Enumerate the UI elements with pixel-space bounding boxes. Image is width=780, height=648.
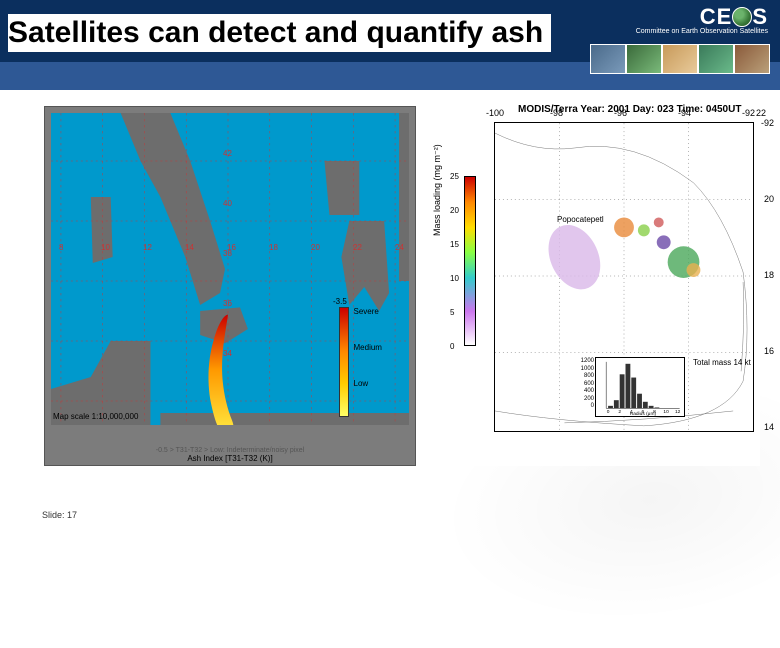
lat-tick: 20 (764, 194, 774, 204)
lat-label: 38 (223, 249, 232, 258)
lat-label: 34 (223, 349, 232, 358)
thumb-strip (590, 44, 770, 74)
top-right-extra-tick: 22 (756, 108, 766, 118)
logo-text: CE S (636, 6, 768, 28)
hist-mass-label: Total mass 14 kt (693, 358, 751, 367)
slide-number: Slide: 17 (42, 510, 77, 520)
land-sardinia (91, 197, 113, 263)
mass-loading-chart: MODIS/Terra Year: 2001 Day: 023 Time: 04… (426, 106, 760, 466)
lon-label: 24 (395, 243, 404, 252)
svg-text:0: 0 (607, 409, 610, 415)
map-scale-text: Map scale 1:10,000,000 (53, 412, 138, 421)
land-albania-north (324, 161, 359, 215)
lon-label: 8 (59, 243, 63, 252)
lon-label: 12 (143, 243, 152, 252)
colorbar-tick: 10 (450, 274, 459, 283)
header-thumb (590, 44, 626, 74)
figure-row: 810121416182022243436384042 -3.5 SevereM… (44, 106, 760, 466)
header-thumb (626, 44, 662, 74)
lat-label: 42 (223, 149, 232, 158)
lon-label: 18 (269, 243, 278, 252)
lon-label: 20 (311, 243, 320, 252)
lon-label: 10 (101, 243, 110, 252)
ash-index-map: 810121416182022243436384042 -3.5 SevereM… (44, 106, 416, 466)
lat-label: 36 (223, 299, 232, 308)
lon-tick: -100 (486, 108, 504, 118)
svg-text:12: 12 (675, 409, 681, 415)
lon-tick: -92 (742, 108, 755, 118)
lat-tick: 16 (764, 346, 774, 356)
logo-pre: CE (700, 4, 733, 29)
ash-colorbar (339, 307, 349, 417)
lon-tick: -96 (614, 108, 627, 118)
colorbar-tick: 5 (450, 308, 454, 317)
header-thumb (698, 44, 734, 74)
y-axis-label: Mass loading (mg m⁻²) (432, 144, 443, 236)
ash-legend: -3.5 SevereMediumLow (339, 307, 409, 419)
logo-subtitle: Committee on Earth Observation Satellite… (636, 28, 768, 35)
lon-label: 22 (353, 243, 362, 252)
lat-tick: 18 (764, 270, 774, 280)
legend-level: Medium (354, 343, 382, 379)
lon-tick: -98 (550, 108, 563, 118)
histogram-inset: 024681012 Radius (μm) 120010008006004002… (595, 357, 685, 417)
globe-icon (732, 7, 752, 27)
lat-tick: -92 (761, 118, 774, 128)
colorbar-tick: 20 (450, 206, 459, 215)
plot-box: 024681012 Radius (μm) 120010008006004002… (494, 122, 754, 432)
land-turkey-edge (399, 113, 409, 281)
legend-top-value: -3.5 (333, 297, 347, 306)
map-footer: -0.5 > T31-T32 > Low: Indeterminate/nois… (51, 447, 409, 463)
svg-text:10: 10 (663, 409, 669, 415)
logo-post: S (752, 4, 768, 29)
volcano-label: Popocatepetl (557, 215, 604, 224)
lon-tick: -94 (678, 108, 691, 118)
legend-level: Severe (354, 307, 382, 343)
header-thumb (734, 44, 770, 74)
ash-colorbar-labels: SevereMediumLow (354, 307, 382, 415)
ash-low-note: -0.5 > T31-T32 > Low: Indeterminate/nois… (51, 447, 409, 454)
land-italy-mainland (121, 113, 225, 305)
lat-label: 40 (223, 199, 232, 208)
lon-label: 14 (185, 243, 194, 252)
colorbar-tick: 0 (450, 342, 454, 351)
ash-plume-cloud (539, 217, 611, 298)
land-sicily (200, 307, 248, 343)
colorbar-tick: 15 (450, 240, 459, 249)
histogram-svg: 024681012 Radius (μm) (596, 358, 684, 416)
lat-tick: 14 (764, 422, 774, 432)
page-title: Satellites can detect and quantify ash (8, 14, 551, 52)
land-greece (341, 221, 389, 311)
svg-text:Radius (μm): Radius (μm) (630, 411, 657, 416)
legend-level: Low (354, 379, 382, 415)
header-thumb (662, 44, 698, 74)
svg-text:2: 2 (618, 409, 621, 415)
ash-index-label: Ash Index [T31-T32 (K)] (51, 454, 409, 463)
mass-loading-colorbar (464, 176, 476, 346)
colorbar-tick: 25 (450, 172, 459, 181)
logo: CE S Committee on Earth Observation Satel… (636, 6, 768, 35)
